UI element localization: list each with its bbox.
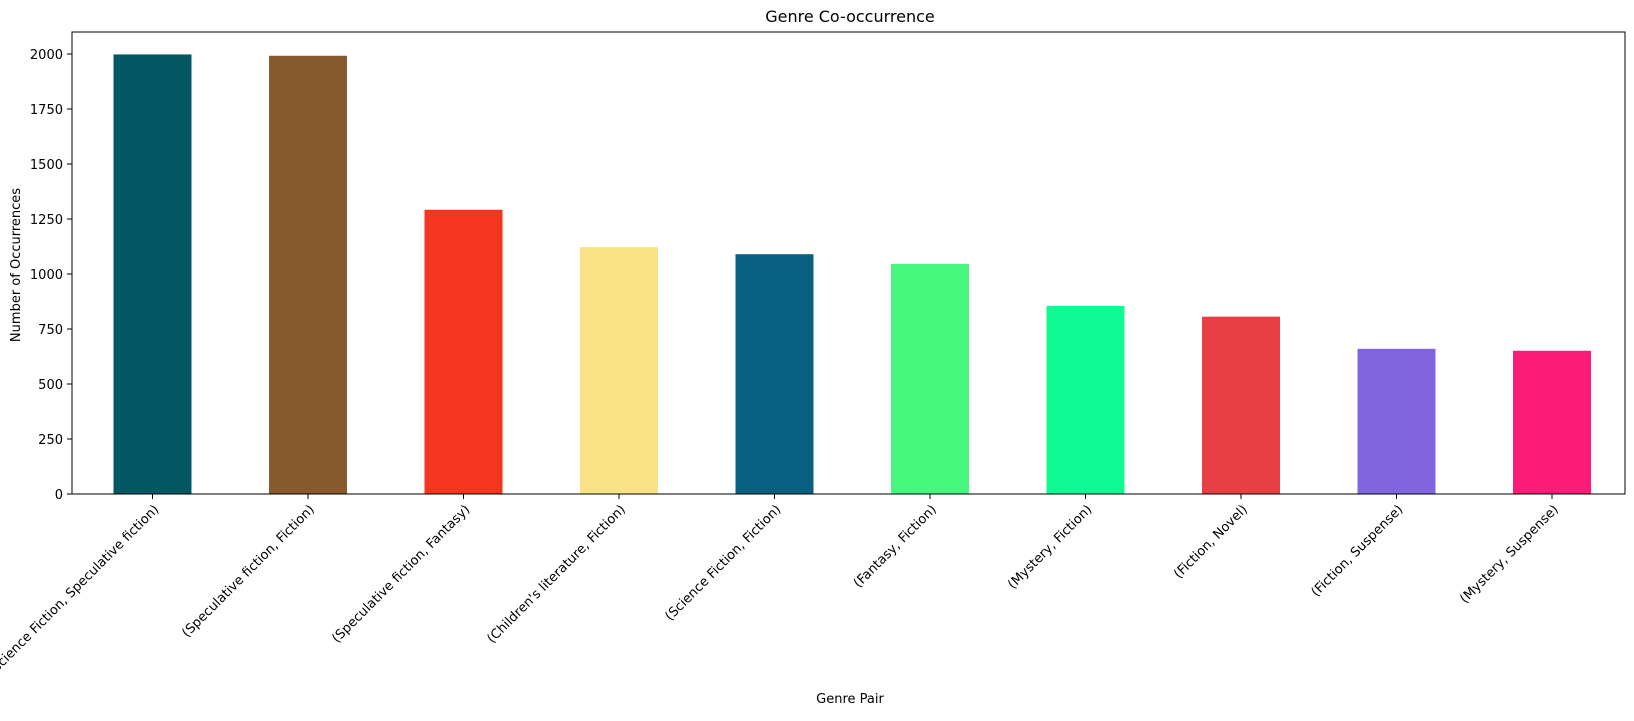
bar-1	[113, 54, 192, 494]
y-tick-label: 0	[55, 488, 63, 503]
bar-8	[1202, 316, 1280, 494]
plot-frame	[71, 31, 1626, 495]
bar-3	[424, 209, 503, 494]
bar-5	[735, 254, 814, 494]
bar-7	[1046, 305, 1125, 494]
bar-2	[269, 55, 347, 494]
y-tick-label: 2000	[30, 48, 63, 63]
x-tick-label: (Speculative fiction, Fiction)	[179, 502, 317, 640]
y-tick-label: 250	[38, 433, 63, 448]
x-axis: (Science Fiction, Speculative fiction) (S…	[0, 494, 1562, 679]
x-tick-label: (Mystery, Suspense)	[1457, 502, 1561, 606]
y-axis-label: Number of Occurrences	[9, 188, 24, 342]
x-tick-label: (Mystery, Fiction)	[1005, 502, 1095, 592]
y-axis: 0 250 500 750 1000 1250 1500 1750 2000	[30, 48, 72, 503]
x-tick-label: (Science Fiction, Speculative fiction)	[0, 502, 162, 679]
x-axis-label: Genre Pair	[816, 692, 884, 707]
y-tick-label: 750	[38, 323, 63, 338]
chart-title: Genre Co-occurrence	[765, 7, 935, 26]
plot-area	[113, 54, 1591, 494]
y-tick-label: 500	[38, 378, 63, 393]
y-tick-label: 1750	[30, 103, 63, 118]
bar-10	[1513, 350, 1591, 494]
y-tick-label: 1250	[30, 213, 63, 228]
y-tick-label: 1500	[30, 158, 63, 173]
x-tick-label: (Fantasy, Fiction)	[851, 502, 940, 591]
x-tick-label: (Speculative fiction, Fantasy)	[329, 502, 473, 646]
x-tick-label: (Fiction, Suspense)	[1309, 502, 1407, 600]
y-tick-label: 1000	[30, 268, 63, 283]
bar-6	[891, 263, 969, 494]
x-tick-label: (Science Fiction, Fiction)	[662, 502, 784, 624]
x-tick-label: (Children's literature, Fiction)	[484, 502, 628, 646]
bar-4	[580, 247, 658, 494]
bar-9	[1357, 348, 1436, 494]
x-tick-label: (Fiction, Novel)	[1171, 502, 1251, 582]
